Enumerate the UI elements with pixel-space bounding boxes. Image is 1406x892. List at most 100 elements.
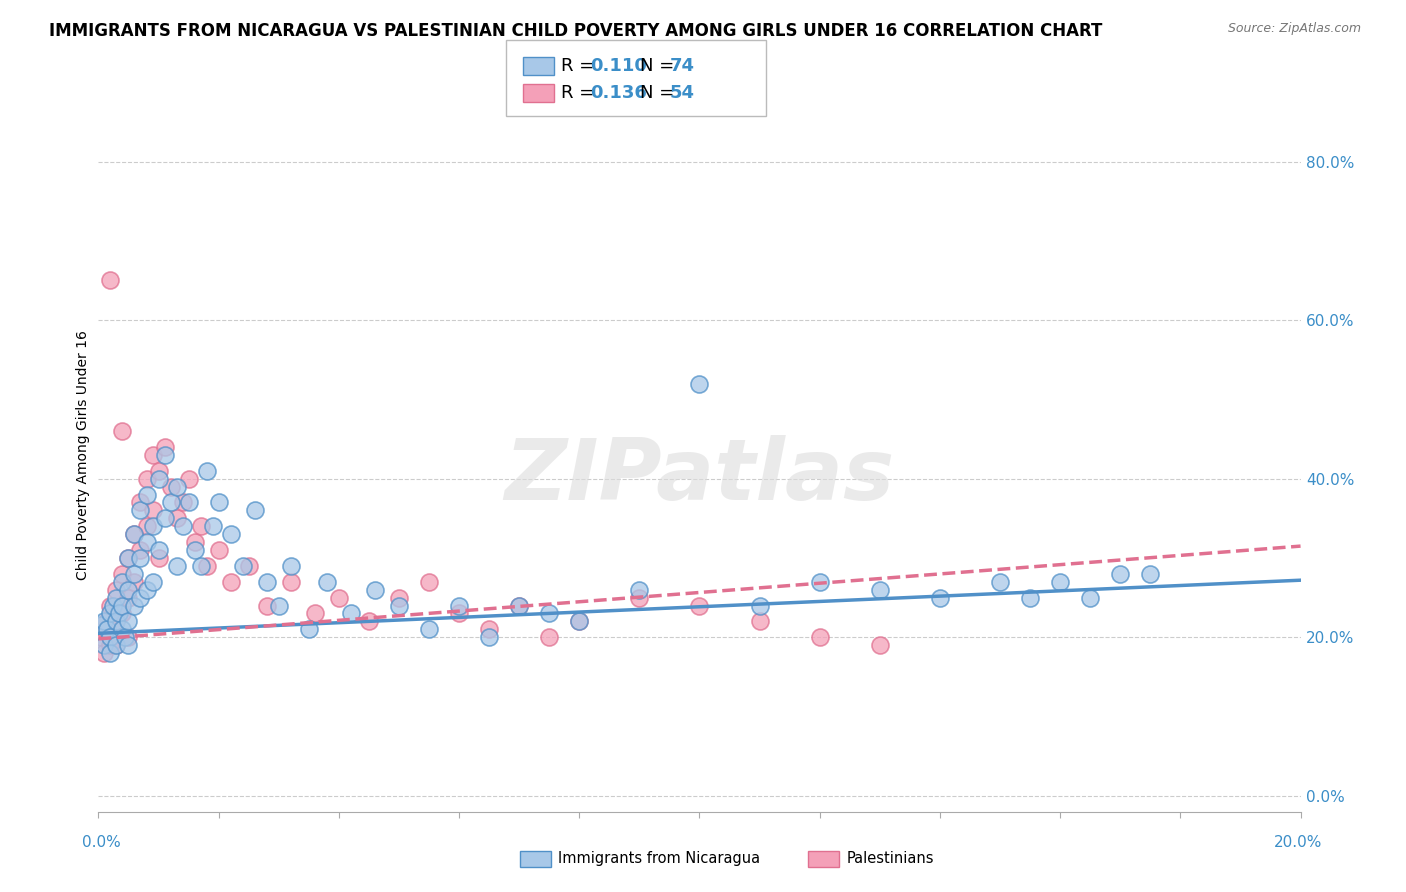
Point [315,574,337,589]
Point [90,630,112,644]
Point [159,495,181,509]
Point [100,630,122,644]
Point [117,591,139,605]
Point [172,519,194,533]
Point [538,630,561,644]
Point [148,543,170,558]
Point [93,638,115,652]
Point [153,448,176,462]
Point [117,551,139,566]
Point [219,527,242,541]
Point [232,558,254,573]
Point [267,599,290,613]
Point [328,591,350,605]
Point [418,574,440,589]
Point [190,558,212,573]
Point [808,574,831,589]
Point [357,615,380,629]
Point [195,558,218,573]
Point [538,607,561,621]
Y-axis label: Child Poverty Among Girls Under 16: Child Poverty Among Girls Under 16 [76,330,90,580]
Point [111,566,134,581]
Point [238,558,260,573]
Point [124,574,146,589]
Point [148,551,170,566]
Point [166,558,188,573]
Text: 54: 54 [669,84,695,102]
Text: N =: N = [640,57,679,75]
Point [388,599,411,613]
Point [988,574,1011,589]
Point [124,599,146,613]
Text: N =: N = [640,84,679,102]
Point [111,574,134,589]
Text: Palestinians: Palestinians [846,852,934,866]
Point [689,376,711,391]
Point [129,503,152,517]
Point [478,623,501,637]
Point [628,582,651,597]
Point [111,424,134,438]
Text: Immigrants from Nicaragua: Immigrants from Nicaragua [558,852,761,866]
Point [103,599,125,613]
Point [90,618,112,632]
Point [340,607,363,621]
Point [447,607,470,621]
Text: IMMIGRANTS FROM NICARAGUA VS PALESTINIAN CHILD POVERTY AMONG GIRLS UNDER 16 CORR: IMMIGRANTS FROM NICARAGUA VS PALESTINIAN… [49,22,1102,40]
Point [129,495,152,509]
Point [1078,591,1101,605]
Point [748,615,770,629]
Point [478,630,501,644]
Point [124,527,146,541]
Point [148,472,170,486]
Point [141,503,163,517]
Point [508,599,530,613]
Point [135,519,157,533]
Point [117,638,139,652]
Text: 20.0%: 20.0% [1274,836,1322,850]
Point [96,623,118,637]
Point [93,615,115,629]
Point [195,464,218,478]
Point [141,519,163,533]
Point [117,551,139,566]
Point [105,582,128,597]
Point [183,543,205,558]
Point [256,574,278,589]
Point [208,495,231,509]
Point [689,599,711,613]
Point [153,440,176,454]
Point [243,503,266,517]
Point [201,519,224,533]
Point [93,623,115,637]
Point [135,535,157,549]
Point [166,511,188,525]
Text: R =: R = [561,57,600,75]
Point [1139,566,1161,581]
Point [869,638,891,652]
Point [418,623,440,637]
Point [117,630,139,644]
Text: Source: ZipAtlas.com: Source: ZipAtlas.com [1227,22,1361,36]
Point [808,630,831,644]
Point [100,607,122,621]
Text: 0.110: 0.110 [591,57,647,75]
Point [135,582,157,597]
Text: 74: 74 [669,57,695,75]
Point [111,607,134,621]
Point [117,582,139,597]
Point [190,519,212,533]
Point [208,543,231,558]
Point [748,599,770,613]
Point [364,582,387,597]
Point [135,472,157,486]
Point [105,591,128,605]
Point [129,543,152,558]
Point [929,591,952,605]
Point [124,527,146,541]
Point [183,535,205,549]
Point [280,574,302,589]
Point [172,495,194,509]
Point [304,607,326,621]
Point [256,599,278,613]
